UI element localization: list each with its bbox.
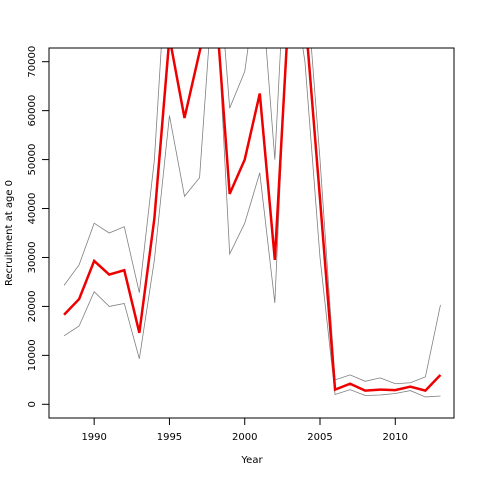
y-tick-label: 60000 <box>27 95 38 127</box>
series-line <box>63 48 441 398</box>
x-tick-label: 2000 <box>232 432 257 443</box>
x-tick-label: 2005 <box>307 432 332 443</box>
x-tick-label: 2010 <box>383 432 408 443</box>
x-tick-label: 1995 <box>157 432 182 443</box>
series-line <box>63 48 442 392</box>
y-axis-label: Recruitment at age 0 <box>4 180 15 286</box>
series-line <box>63 48 441 385</box>
y-tick-label: 20000 <box>27 291 38 323</box>
x-axis-label: Year <box>240 455 263 466</box>
y-tick-label: 30000 <box>27 242 38 274</box>
plot-frame <box>48 47 455 419</box>
x-tick-label: 1990 <box>81 432 106 443</box>
plot-area <box>63 48 442 398</box>
y-tick-label: 0 <box>27 401 38 407</box>
y-tick-label: 70000 <box>27 46 38 78</box>
y-tick-label: 10000 <box>27 339 38 371</box>
y-tick-label: 50000 <box>27 144 38 176</box>
y-tick-label: 40000 <box>27 193 38 225</box>
